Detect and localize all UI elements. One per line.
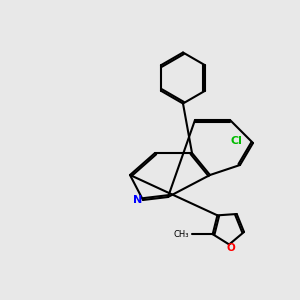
Text: Cl: Cl [231,136,242,146]
Text: N: N [133,195,142,205]
Text: CH₃: CH₃ [173,230,189,239]
Text: O: O [226,243,235,253]
